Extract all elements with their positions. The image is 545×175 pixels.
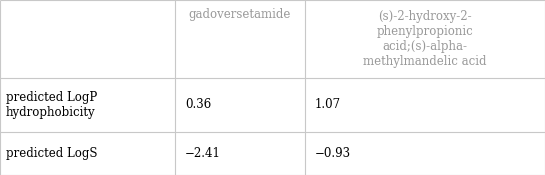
Text: −2.41: −2.41	[185, 147, 221, 160]
Text: gadoversetamide: gadoversetamide	[189, 8, 291, 21]
Text: −0.93: −0.93	[315, 147, 351, 160]
Text: 1.07: 1.07	[315, 99, 341, 111]
Text: 0.36: 0.36	[185, 99, 211, 111]
Text: (s)-2-hydroxy-2-
phenylpropionic
acid;(s)-alpha-
methylmandelic acid: (s)-2-hydroxy-2- phenylpropionic acid;(s…	[364, 10, 487, 68]
Text: predicted LogS: predicted LogS	[6, 147, 98, 160]
Text: predicted LogP
hydrophobicity: predicted LogP hydrophobicity	[6, 91, 97, 119]
